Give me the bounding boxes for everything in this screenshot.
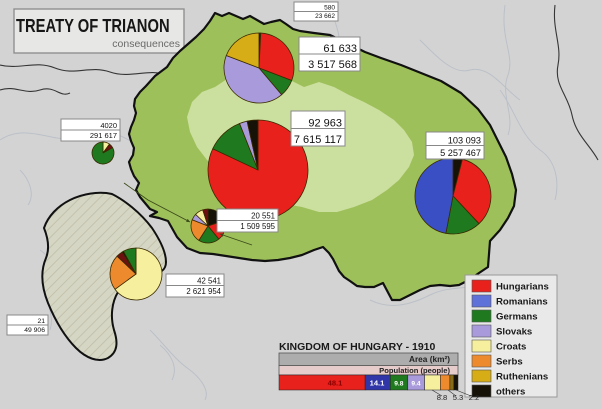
svg-text:20 551: 20 551 (251, 212, 275, 221)
svg-text:8.8: 8.8 (437, 393, 448, 402)
svg-text:14.1: 14.1 (370, 379, 386, 388)
svg-text:291 617: 291 617 (90, 131, 117, 140)
svg-text:Population (people): Population (people) (379, 366, 450, 375)
svg-text:49 906: 49 906 (24, 327, 45, 334)
svg-text:Area (km²): Area (km²) (409, 354, 450, 364)
svg-text:61 633: 61 633 (323, 43, 357, 55)
svg-text:5 257 467: 5 257 467 (440, 148, 481, 158)
svg-text:Serbs: Serbs (496, 357, 523, 368)
svg-text:Croats: Croats (496, 342, 526, 353)
svg-text:Hungarians: Hungarians (496, 282, 549, 293)
svg-text:4020: 4020 (100, 121, 117, 130)
svg-text:KINGDOM OF HUNGARY - 1910: KINGDOM OF HUNGARY - 1910 (279, 341, 436, 353)
svg-text:2.2: 2.2 (469, 393, 480, 402)
svg-text:9.4: 9.4 (411, 381, 420, 388)
svg-text:Slovaks: Slovaks (496, 327, 532, 338)
svg-text:1 509 595: 1 509 595 (240, 222, 275, 231)
svg-text:9.8: 9.8 (394, 381, 403, 388)
svg-text:3 517 568: 3 517 568 (308, 59, 357, 71)
svg-text:Romanians: Romanians (496, 297, 548, 308)
svg-text:others: others (496, 387, 525, 398)
svg-text:103 093: 103 093 (448, 136, 481, 146)
svg-text:42 541: 42 541 (197, 277, 221, 286)
svg-text:23 662: 23 662 (315, 13, 335, 20)
svg-text:21: 21 (37, 318, 45, 325)
svg-text:5.3: 5.3 (453, 393, 464, 402)
svg-text:7 615 117: 7 615 117 (294, 134, 342, 146)
svg-text:Ruthenians: Ruthenians (496, 372, 548, 383)
svg-text:580: 580 (324, 5, 335, 12)
svg-text:48.1: 48.1 (328, 379, 344, 388)
svg-text:Germans: Germans (496, 312, 538, 323)
svg-text:92 963: 92 963 (308, 118, 342, 130)
svg-text:2 621 954: 2 621 954 (186, 287, 221, 296)
